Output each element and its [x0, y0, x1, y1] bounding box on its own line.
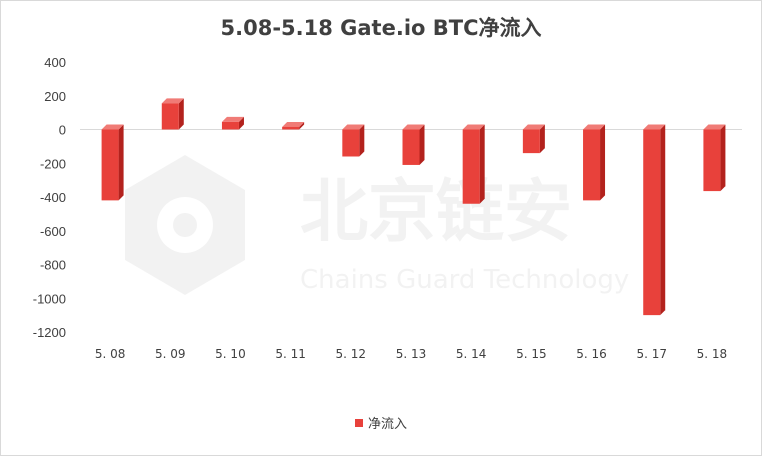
- x-tick-label: 5. 12: [336, 347, 367, 361]
- legend: 净流入: [0, 413, 762, 432]
- y-tick-label: -400: [40, 190, 66, 205]
- x-tick-label: 5. 10: [215, 347, 246, 361]
- bar: [402, 129, 420, 165]
- x-tick-label: 5. 16: [576, 347, 607, 361]
- bar: [282, 126, 300, 130]
- y-tick-label: -1200: [33, 325, 66, 340]
- bar: [583, 129, 601, 201]
- y-tick-label: -1000: [33, 291, 66, 306]
- chart-title: 5.08-5.18 Gate.io BTC净流入: [220, 16, 542, 40]
- bar-top: [703, 124, 726, 130]
- y-tick-label: -200: [40, 156, 66, 171]
- bar-top: [221, 116, 244, 122]
- x-tick-label: 5. 18: [697, 347, 728, 361]
- y-tick-label: 200: [44, 89, 66, 104]
- x-tick-label: 5. 08: [95, 347, 126, 361]
- bar-side: [178, 98, 184, 130]
- bar: [643, 129, 661, 316]
- bar: [101, 129, 119, 201]
- x-tick-label: 5. 14: [456, 347, 487, 361]
- bar-top: [101, 124, 124, 130]
- x-tick-label: 5. 11: [275, 347, 306, 361]
- bar-side: [419, 124, 425, 165]
- bar-side: [660, 124, 666, 316]
- bar: [703, 129, 721, 192]
- y-tick-label: -800: [40, 258, 66, 273]
- bar-side: [359, 124, 365, 157]
- bar-side: [118, 124, 124, 201]
- bar-top: [462, 124, 485, 130]
- bar-side: [238, 116, 244, 130]
- legend-label: 净流入: [367, 417, 407, 432]
- bar-top: [583, 124, 606, 130]
- x-tick-label: 5. 13: [396, 347, 427, 361]
- x-tick-label: 5. 15: [516, 347, 547, 361]
- y-tick-label: 0: [59, 123, 66, 138]
- bar: [161, 103, 179, 130]
- legend-swatch: [354, 418, 363, 427]
- bar-side: [539, 124, 545, 154]
- y-tick-label: -600: [40, 224, 66, 239]
- bar-top: [522, 124, 545, 130]
- bar-top: [402, 124, 425, 130]
- bar-top: [282, 121, 305, 127]
- bar-top: [342, 124, 365, 130]
- bar: [522, 129, 540, 154]
- bar-top: [161, 98, 184, 104]
- bar: [462, 129, 480, 204]
- bar-side: [720, 124, 726, 192]
- bar-top: [643, 124, 666, 130]
- bar: [342, 129, 360, 157]
- bar-side: [600, 124, 606, 201]
- bar: [221, 121, 239, 130]
- x-tick-label: 5. 17: [636, 347, 667, 361]
- x-tick-label: 5. 09: [155, 347, 186, 361]
- bar-side: [299, 121, 305, 130]
- bar-side: [479, 124, 485, 204]
- y-tick-label: 400: [44, 55, 66, 70]
